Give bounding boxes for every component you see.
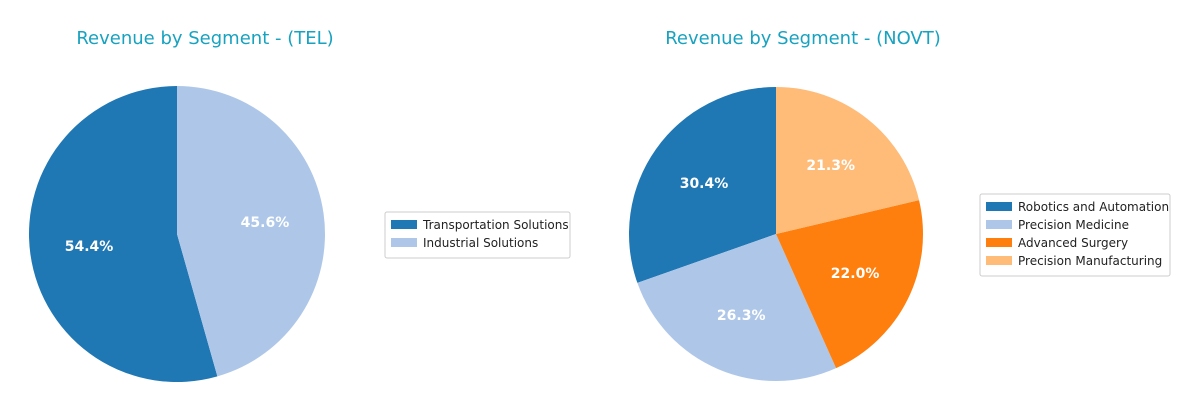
legend-novt: Robotics and Automation Precision Medicin…: [979, 193, 1171, 277]
pie-slice-industrial-solutions: [177, 86, 326, 377]
pie-percent-labels-tel: 54.4% 45.6%: [65, 215, 289, 255]
legend-frame-tel: [384, 211, 571, 259]
legend-swatch-precision-manufacturing: [986, 256, 1012, 265]
legend-label-precision-manufacturing: Precision Manufacturing: [1018, 254, 1162, 268]
pie-percent-label-precision-medicine: 26.3%: [717, 308, 766, 324]
legend-frame-novt: [979, 193, 1171, 277]
legend-label-robotics-and-automation: Robotics and Automation: [1018, 200, 1169, 214]
legend-tel: Transportation Solutions Industrial Solut…: [384, 211, 571, 259]
legend-swatch-robotics-and-automation: [986, 202, 1012, 211]
chart-title-novt: Revenue by Segment - (NOVT): [665, 28, 941, 49]
pie-chart-novt: Revenue by Segment - (NOVT) 30.4% 26.3% 22…: [629, 28, 1171, 381]
chart-title-tel: Revenue by Segment - (TEL): [76, 28, 333, 49]
pie-slice-robotics-and-automation: [629, 87, 776, 283]
legend-label-industrial-solutions: Industrial Solutions: [423, 236, 538, 250]
pie-slice-precision-manufacturing: [776, 86, 920, 234]
pie-slice-transportation-solutions: [29, 86, 218, 382]
pie-percent-label-industrial-solutions: 45.6%: [241, 215, 290, 231]
legend-label-advanced-surgery: Advanced Surgery: [1018, 236, 1128, 250]
pie-slice-precision-medicine: [637, 234, 837, 381]
pie-slices-novt: [629, 86, 923, 381]
legend-swatch-industrial-solutions: [391, 238, 417, 247]
pie-percent-label-robotics-and-automation: 30.4%: [680, 176, 729, 192]
pie-slice-advanced-surgery: [776, 200, 923, 369]
legend-label-precision-medicine: Precision Medicine: [1018, 218, 1129, 232]
legend-label-transportation-solutions: Transportation Solutions: [422, 218, 569, 232]
pie-percent-label-precision-manufacturing: 21.3%: [806, 158, 855, 174]
pie-slices-tel: [29, 86, 326, 382]
legend-swatch-transportation-solutions: [391, 220, 417, 229]
pie-chart-tel: Revenue by Segment - (TEL) 54.4% 45.6% Tr…: [29, 28, 571, 382]
legend-swatch-precision-medicine: [986, 220, 1012, 229]
legend-swatch-advanced-surgery: [986, 238, 1012, 247]
pie-percent-label-transportation-solutions: 54.4%: [65, 239, 114, 255]
pie-percent-label-advanced-surgery: 22.0%: [831, 266, 880, 282]
pie-percent-labels-novt: 30.4% 26.3% 22.0% 21.3%: [680, 158, 880, 324]
